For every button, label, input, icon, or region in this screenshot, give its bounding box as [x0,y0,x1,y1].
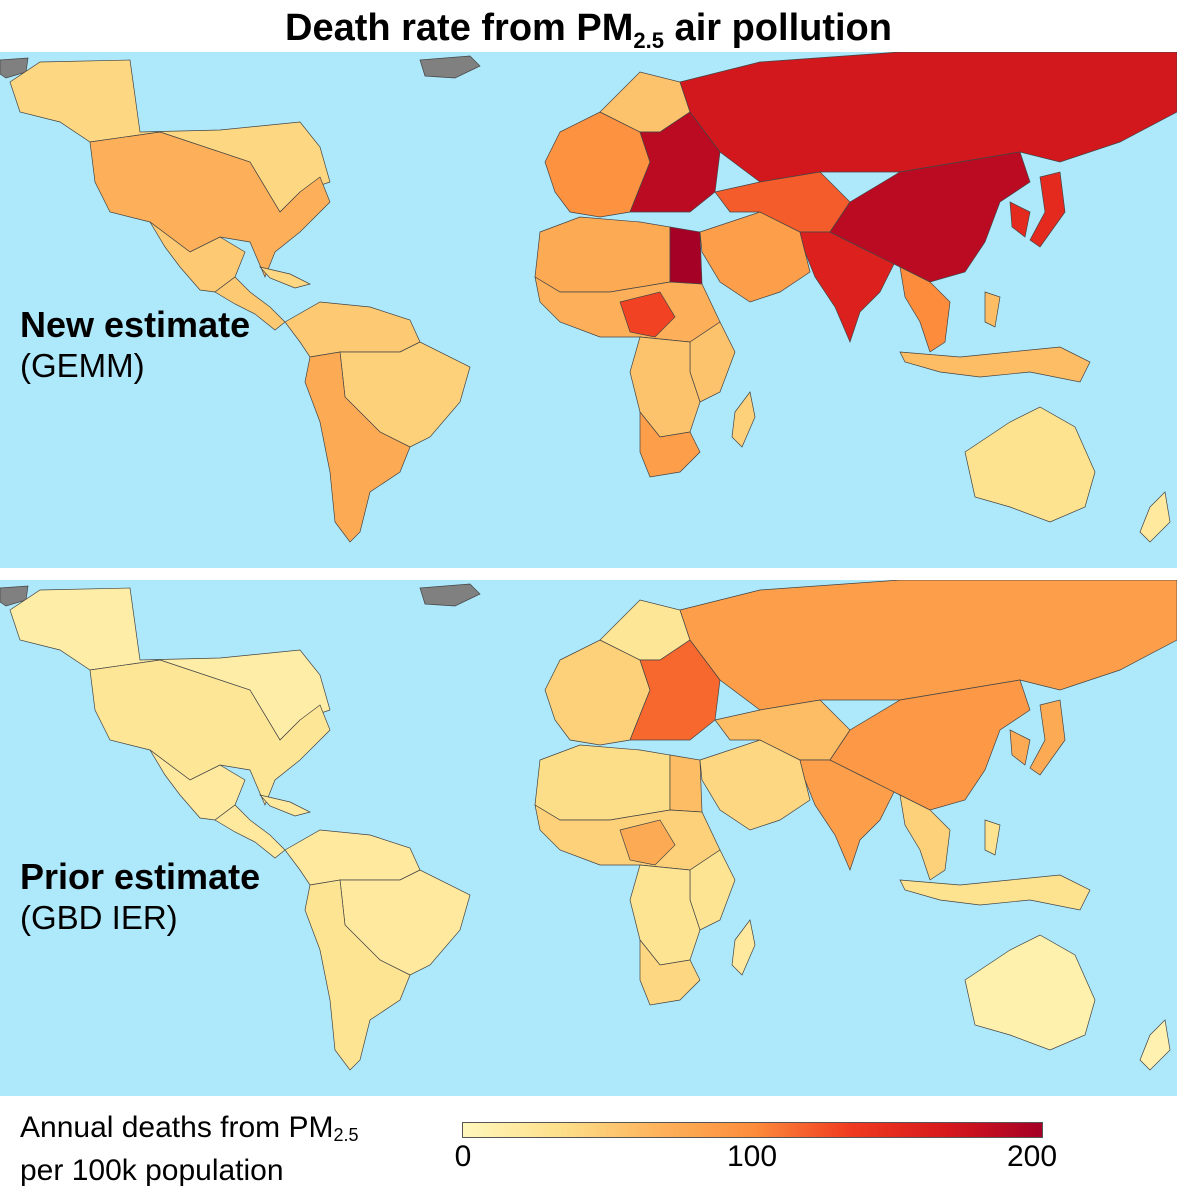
region-southeast-asia-new [899,266,951,353]
colorbar-tick-0: 0 [454,1140,472,1173]
region-central-america-prior [214,804,286,859]
region-new-zealand-new [1139,491,1171,543]
region-caribbean-prior [258,794,311,817]
panel-method-new: (GEMM) [20,347,145,384]
world-map-prior [0,580,1177,1071]
region-greenland-new [0,55,481,79]
region-russia-new [679,52,1177,183]
legend-subscript: 2.5 [333,1125,359,1145]
panel-method-prior: (GBD IER) [20,899,178,936]
region-new-zealand-prior [1139,1019,1171,1071]
region-europe-east-prior [629,639,721,741]
region-south-africa-new [639,411,701,478]
panel-label-new: New estimate (GEMM) [20,304,250,386]
region-greenland-prior [0,583,481,607]
region-egypt-prior [669,754,703,813]
title-text-end: air pollution [664,7,892,49]
panel-title-prior: Prior estimate [20,856,261,897]
title-subscript: 2.5 [633,28,664,53]
chart-title: Death rate from PM2.5 air pollution [0,0,1177,53]
colorbar-tick-200: 200 [1006,1140,1058,1173]
region-south-america-south-prior [304,879,411,1071]
region-south-america-south-new [304,351,411,543]
map-panel-prior-estimate: Prior estimate (GBD IER) [0,580,1177,1096]
world-map-new [0,52,1177,543]
region-australia-new [964,406,1096,523]
region-madagascar-prior [731,919,756,976]
colorbar-tick-100: 100 [726,1140,778,1173]
region-indonesia-new [899,291,1091,383]
region-north-africa-prior [534,744,671,821]
region-japan-korea-prior [1009,699,1066,776]
region-australia-prior [964,934,1096,1051]
region-south-america-north-prior [284,829,421,886]
map-panel-new-estimate: New estimate (GEMM) [0,52,1177,568]
region-indonesia-prior [899,819,1091,911]
region-south-america-north-new [284,301,421,358]
title-text: Death rate from PM [285,7,634,49]
region-central-africa-hotspot-new [619,291,676,338]
legend-line2: per 100k population [20,1154,284,1187]
legend-line1: Annual deaths from PM [20,1111,334,1144]
region-europe-east-new [629,111,721,213]
region-usa-prior [89,659,331,806]
panel-title-new: New estimate [20,304,251,345]
region-madagascar-new [731,391,756,448]
region-russia-prior [679,580,1177,711]
region-central-africa-hotspot-prior [619,819,676,866]
region-southeast-asia-prior [899,794,951,881]
colorbar [462,1122,1043,1138]
panel-label-prior: Prior estimate (GBD IER) [20,856,260,938]
region-caribbean-new [258,266,311,289]
region-south-africa-prior [639,939,701,1006]
region-egypt-new [669,226,703,285]
legend-title: Annual deaths from PM2.5 per 100k popula… [20,1110,359,1189]
region-usa-new [89,131,331,278]
region-north-africa-new [534,216,671,293]
region-japan-korea-new [1009,171,1066,248]
